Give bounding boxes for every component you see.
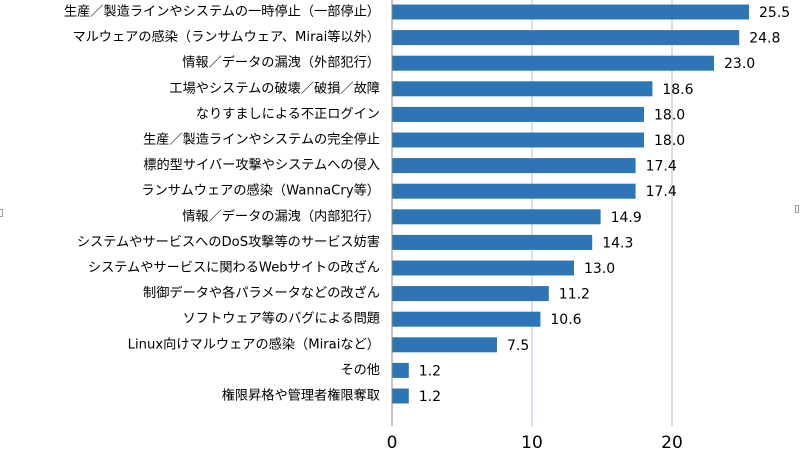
bar: [392, 4, 749, 20]
bar: [392, 81, 653, 97]
x-tick-label: 20: [661, 433, 683, 451]
left-edge-handle: [0, 209, 3, 217]
category-label: なりすましによる不正ログイン: [196, 106, 380, 122]
data-label: 1.2: [419, 389, 441, 405]
data-label: 13.0: [584, 261, 615, 277]
data-label: 7.5: [507, 338, 529, 354]
bar: [392, 337, 497, 353]
data-label: 18.0: [654, 107, 685, 123]
bar: [392, 30, 740, 46]
bar: [392, 132, 644, 148]
x-tick-label: 0: [387, 433, 398, 451]
category-label: ランサムウェアの感染（WannaCry等）: [141, 182, 380, 199]
right-edge-handle: [795, 205, 799, 213]
bar: [392, 260, 574, 276]
bar: [392, 234, 593, 250]
bar: [392, 158, 636, 174]
category-label: 生産／製造ラインやシステムの一時停止（一部停止）: [64, 3, 380, 20]
data-label: 23.0: [724, 56, 755, 72]
category-label: 制御データや各パラメータなどの改ざん: [143, 284, 380, 301]
data-label: 14.3: [602, 235, 633, 251]
bar: [392, 55, 714, 71]
category-label: システムやサービスへのDoS攻撃等のサービス妨害: [77, 233, 380, 250]
category-label: 情報／データの漏洩（外部犯行）: [182, 54, 380, 71]
bar: [392, 311, 541, 327]
bar: [392, 286, 549, 302]
bar: [392, 362, 409, 378]
bar: [392, 106, 644, 122]
category-label: マルウェアの感染（ランサムウェア、Mirai等以外）: [72, 28, 380, 45]
data-label: 17.4: [646, 159, 677, 175]
data-label: 24.8: [749, 31, 780, 47]
x-tick-label: 10: [521, 433, 543, 451]
data-label: 18.6: [662, 82, 693, 98]
category-label: ソフトウェア等のバグによる問題: [183, 310, 380, 327]
category-label: 標的型サイバー攻撃やシステムへの侵入: [143, 156, 380, 173]
category-label: 生産／製造ラインやシステムの完全停止: [143, 131, 380, 148]
data-label: 14.9: [611, 210, 642, 226]
data-label: 11.2: [559, 287, 590, 303]
data-label: 10.6: [550, 312, 581, 328]
data-label: 18.0: [654, 133, 685, 149]
category-label: その他: [340, 362, 380, 378]
category-label: 工場やシステムの破壊／破損／故障: [169, 80, 380, 96]
category-label: 権限昇格や管理者権限奪取: [222, 387, 380, 404]
data-label: 25.5: [759, 5, 790, 21]
category-label: 情報／データの漏洩（内部犯行）: [182, 207, 380, 224]
bar: [392, 209, 601, 225]
category-label: Linux向けマルウェアの感染（Miraiなど）: [128, 335, 380, 352]
data-label: 17.4: [646, 184, 677, 200]
bar: [392, 183, 636, 199]
data-label: 1.2: [419, 363, 441, 379]
category-label: システムやサービスに関わるWebサイトの改ざん: [88, 259, 380, 276]
bar: [392, 388, 409, 404]
